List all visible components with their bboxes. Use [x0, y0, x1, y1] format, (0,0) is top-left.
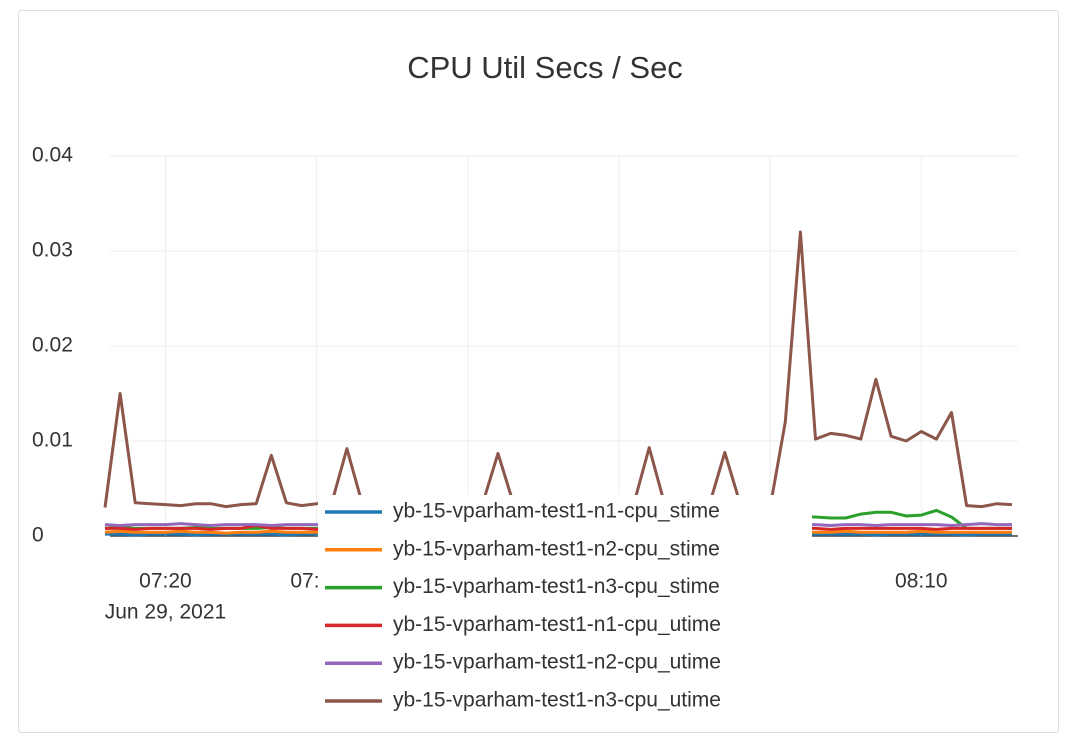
- x-tick-label: 07:20: [139, 570, 192, 593]
- legend-label: yb-15-vparham-test1-n3-cpu_utime: [393, 689, 721, 712]
- legend-label: yb-15-vparham-test1-n1-cpu_utime: [393, 613, 721, 636]
- y-tick-label: 0.03: [32, 239, 73, 262]
- legend-label: yb-15-vparham-test1-n2-cpu_utime: [393, 651, 721, 674]
- y-tick-label: 0: [32, 524, 44, 547]
- x-date-label: Jun 29, 2021: [105, 601, 226, 624]
- y-tick-label: 0.02: [32, 334, 73, 357]
- chart-title: CPU Util Secs / Sec: [407, 50, 683, 85]
- legend-label: yb-15-vparham-test1-n3-cpu_stime: [393, 575, 720, 598]
- x-tick-label: 08:10: [895, 570, 948, 593]
- legend-label: yb-15-vparham-test1-n1-cpu_stime: [393, 500, 720, 523]
- y-tick-label: 0.04: [32, 144, 73, 167]
- y-tick-label: 0.01: [32, 429, 73, 452]
- legend-label: yb-15-vparham-test1-n2-cpu_stime: [393, 537, 720, 560]
- legend-box: [318, 495, 812, 719]
